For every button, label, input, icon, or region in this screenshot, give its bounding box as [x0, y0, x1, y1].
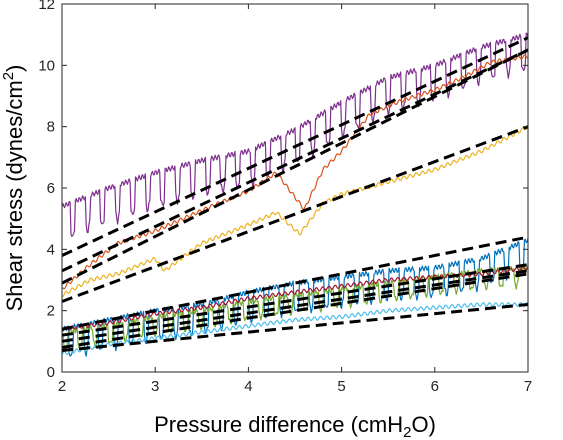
- data-series-line-4: [61, 237, 529, 357]
- x-axis-label: Pressure difference (cmH2O): [154, 412, 436, 440]
- data-series-line-1: [61, 32, 529, 237]
- y-axis-label-end: ): [2, 65, 27, 72]
- y-tick-label: 6: [47, 180, 55, 197]
- series-layer: [61, 32, 529, 357]
- fit-lines-layer: [61, 36, 529, 352]
- y-tick-label: 12: [38, 0, 55, 13]
- y-tick-label: 4: [47, 241, 55, 258]
- fit-line-2: [61, 48, 529, 273]
- x-tick-label: 5: [337, 378, 345, 395]
- x-tick-label: 2: [58, 378, 66, 395]
- fit-line-4: [61, 125, 529, 303]
- y-tick-label: 0: [47, 364, 55, 381]
- data-series-line-7: [61, 302, 529, 355]
- y-tick-label: 8: [47, 119, 55, 136]
- data-series-line-2: [61, 54, 529, 290]
- x-tick-label: 3: [151, 378, 159, 395]
- x-tick-label: 4: [244, 378, 252, 395]
- fit-line-1: [61, 36, 529, 257]
- fit-line-3: [61, 48, 529, 285]
- x-axis-label-main: Pressure difference (cmH: [154, 412, 403, 437]
- x-axis-label-end: O): [411, 412, 435, 437]
- data-series-line-3: [61, 125, 529, 298]
- y-axis-label-main: Shear stress (dynes/cm: [2, 80, 27, 311]
- y-tick-label: 10: [38, 57, 55, 74]
- fit-line-6: [61, 263, 529, 337]
- y-axis-label: Shear stress (dynes/cm2): [0, 65, 27, 312]
- y-axis-label-sup: 2: [0, 72, 17, 80]
- x-tick-label: 6: [431, 378, 439, 395]
- y-tick-label: 2: [47, 303, 55, 320]
- fit-line-8: [61, 272, 529, 349]
- x-tick-label: 7: [524, 378, 532, 395]
- fit-line-5: [61, 235, 529, 331]
- fit-line-7: [61, 269, 529, 343]
- x-axis-label-sub: 2: [403, 424, 411, 440]
- fit-line-9: [61, 303, 529, 352]
